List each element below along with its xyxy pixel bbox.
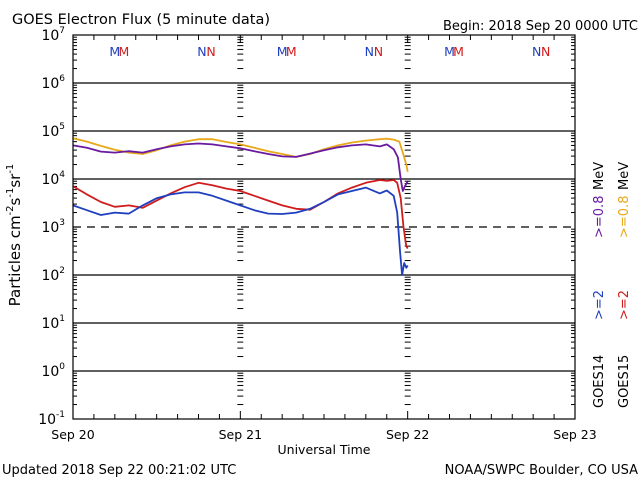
decade-gridlines <box>73 82 575 372</box>
y-tick-label: 105 <box>41 122 65 140</box>
y-tick-labels: 107 106 105 104 103 102 101 100 10-1 <box>38 26 65 428</box>
x-axis-label: Universal Time <box>278 442 371 457</box>
legend-mev-1: MeV <box>592 162 607 190</box>
y-tick-label: 104 <box>41 170 65 188</box>
y-axis-unit-exp3: -1 <box>5 164 16 174</box>
x-tick-label: Sep 20 <box>51 427 94 442</box>
y-axis-unit-exp2: -1 <box>5 188 16 198</box>
legend-goes14-2mev: >=2 <box>592 290 607 320</box>
series-line <box>72 142 409 192</box>
y-axis-unit-s: s <box>6 197 24 205</box>
mn-marker: N <box>206 44 215 59</box>
y-tick-label: 10-1 <box>38 410 65 428</box>
y-tick-label: 100 <box>41 362 65 380</box>
chart-title: GOES Electron Flux (5 minute data) <box>12 12 270 28</box>
y-axis-label: Particles cm-2s-1sr-1 <box>5 164 24 307</box>
legend-goes15-08mev: >=0.8 <box>617 196 632 238</box>
y-axis-label-text: Particles cm <box>6 215 24 306</box>
mn-markers: MM N N MM N N MM N N <box>109 44 550 59</box>
x-tick-labels: Sep 20 Sep 21 Sep 22 Sep 23 <box>51 427 596 442</box>
legend-goes14-08mev: >=0.8 <box>592 196 607 238</box>
series-lines <box>72 137 409 276</box>
mn-marker: N <box>532 44 541 59</box>
mn-marker: N <box>365 44 374 59</box>
mn-marker: N <box>541 44 550 59</box>
y-tick-label: 107 <box>41 26 65 44</box>
y-tick-label: 101 <box>41 314 65 332</box>
y-axis-unit-exp1: -2 <box>5 205 16 215</box>
y-tick-label: 106 <box>41 74 65 92</box>
x-tick-label: Sep 21 <box>219 427 262 442</box>
legend: GOES14 >=2 >=0.8 MeV GOES15 >=2 >=0.8 Me… <box>592 162 632 408</box>
credit: NOAA/SWPC Boulder, CO USA <box>445 463 638 478</box>
legend-mev-2: MeV <box>617 162 632 190</box>
mn-marker: M <box>453 44 464 59</box>
updated-timestamp: Updated 2018 Sep 22 00:21:02 UTC <box>2 463 236 478</box>
y-tick-label: 103 <box>41 218 65 236</box>
legend-goes15-2mev: >=2 <box>617 290 632 320</box>
mn-marker: M <box>444 44 455 59</box>
series-line <box>72 137 409 172</box>
mn-marker: M <box>286 44 297 59</box>
mn-marker: M <box>118 44 129 59</box>
x-tick-label: Sep 22 <box>386 427 429 442</box>
mn-marker: N <box>374 44 383 59</box>
x-tick-label: Sep 23 <box>553 427 596 442</box>
legend-goes15: GOES15 <box>617 355 632 408</box>
mn-marker: N <box>197 44 206 59</box>
svg-text:Particles cm-2s-1sr-1: Particles cm-2s-1sr-1 <box>5 164 24 307</box>
legend-goes14: GOES14 <box>592 355 607 408</box>
minor-ticks <box>73 35 575 419</box>
series-line <box>72 186 409 276</box>
begin-label: Begin: 2018 Sep 20 0000 UTC <box>443 19 638 34</box>
plot-frame <box>72 34 576 420</box>
mn-marker: M <box>109 44 120 59</box>
y-tick-label: 102 <box>41 266 65 284</box>
y-axis-unit-sr: sr <box>6 173 24 188</box>
mn-marker: M <box>277 44 288 59</box>
